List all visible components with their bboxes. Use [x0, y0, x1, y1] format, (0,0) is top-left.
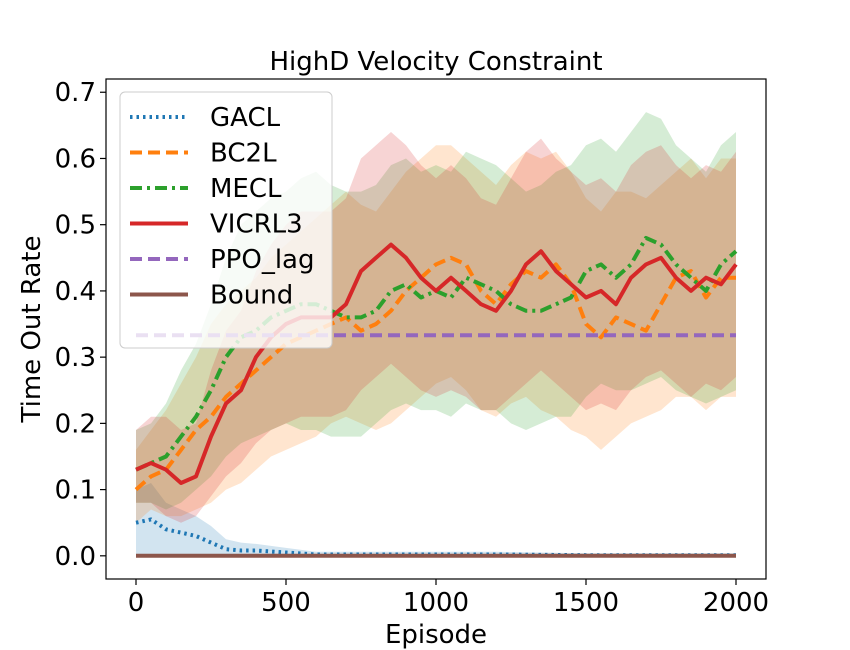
x-tick-label: 1500: [553, 588, 619, 618]
y-tick-label: 0.0: [55, 542, 96, 572]
legend-label-vicrl3: VICRL3: [210, 210, 303, 240]
y-tick-label: 0.1: [55, 476, 96, 506]
y-axis-ticks: 0.0 0.1 0.2 0.3 0.4 0.5 0.6 0.7: [55, 78, 106, 572]
y-tick-label: 0.3: [55, 343, 96, 373]
y-tick-label: 0.2: [55, 409, 96, 439]
y-axis-label: Time Out Rate: [17, 236, 47, 424]
x-axis-ticks: 0 500 1000 1500 2000: [128, 579, 769, 618]
legend-label-bound: Bound: [210, 281, 293, 311]
x-tick-label: 1000: [403, 588, 469, 618]
gacl-band: [136, 483, 736, 556]
legend-label-bc2l: BC2L: [210, 139, 277, 169]
legend: GACL BC2L MECL VICRL3 PPO_lag Bound: [119, 91, 333, 349]
bc2l-line: [134, 255, 736, 492]
legend-label-mecl: MECL: [210, 174, 282, 204]
x-axis-label: Episode: [385, 620, 487, 650]
chart-title: HighD Velocity Constraint: [269, 47, 602, 77]
y-tick-label: 0.4: [55, 277, 96, 307]
x-tick-label: 2000: [703, 588, 769, 618]
y-tick-label: 0.6: [55, 144, 96, 174]
y-tick-label: 0.7: [55, 78, 96, 108]
legend-label-gacl: GACL: [210, 103, 281, 133]
vicrl3-line: [135, 242, 738, 485]
legend-frame: [119, 91, 333, 349]
legend-label-ppo-lag: PPO_lag: [210, 245, 314, 275]
series-lines: [134, 235, 738, 558]
y-tick-label: 0.5: [55, 211, 96, 241]
gacl-line: [135, 517, 736, 558]
x-tick-label: 0: [128, 588, 145, 618]
x-tick-label: 500: [261, 588, 311, 618]
